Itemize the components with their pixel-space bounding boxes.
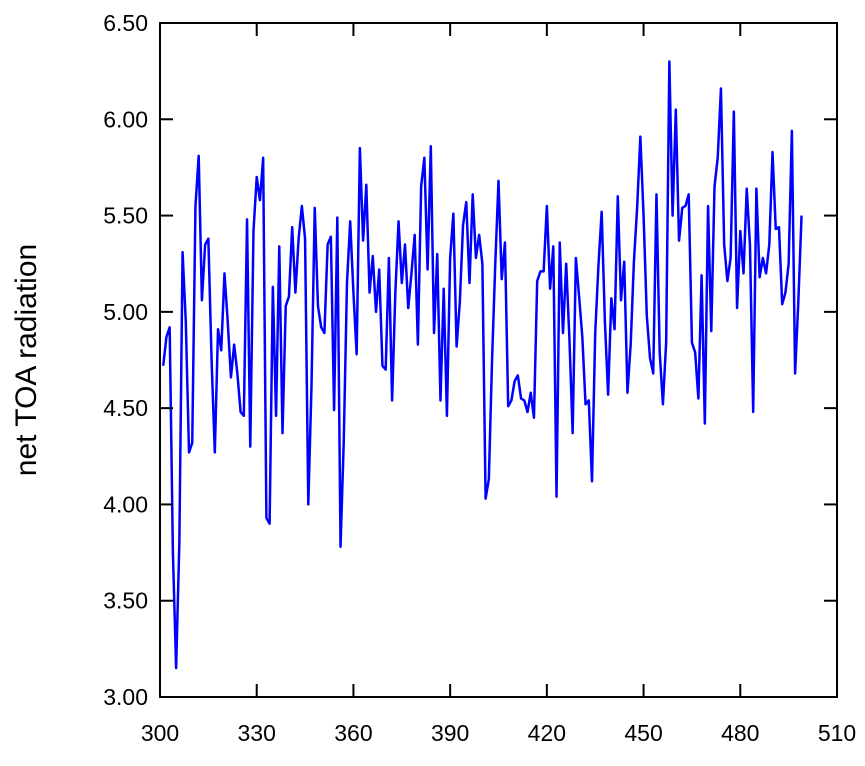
x-tick-label: 390	[431, 720, 469, 746]
data-line	[161, 60, 803, 670]
y-tick-label: 3.50	[103, 588, 148, 614]
x-tick-label: 360	[334, 720, 372, 746]
y-tick-label: 6.50	[103, 10, 148, 36]
y-tick-label: 5.50	[103, 203, 148, 229]
x-tick-label: 420	[528, 720, 566, 746]
x-tick-label: 510	[818, 720, 856, 746]
y-axis-label: net TOA radiation	[10, 244, 43, 476]
x-tick-label: 330	[238, 720, 276, 746]
y-tick-label: 4.00	[103, 491, 148, 517]
y-tick-label: 3.00	[103, 684, 148, 710]
plot-frame	[159, 22, 838, 698]
x-tick-label: 300	[141, 720, 179, 746]
y-tick-label: 4.50	[103, 395, 148, 421]
y-tick-label: 5.00	[103, 299, 148, 325]
y-tick-label: 6.00	[103, 106, 148, 132]
x-tick-label: 480	[721, 720, 759, 746]
x-tick-label: 450	[624, 720, 662, 746]
